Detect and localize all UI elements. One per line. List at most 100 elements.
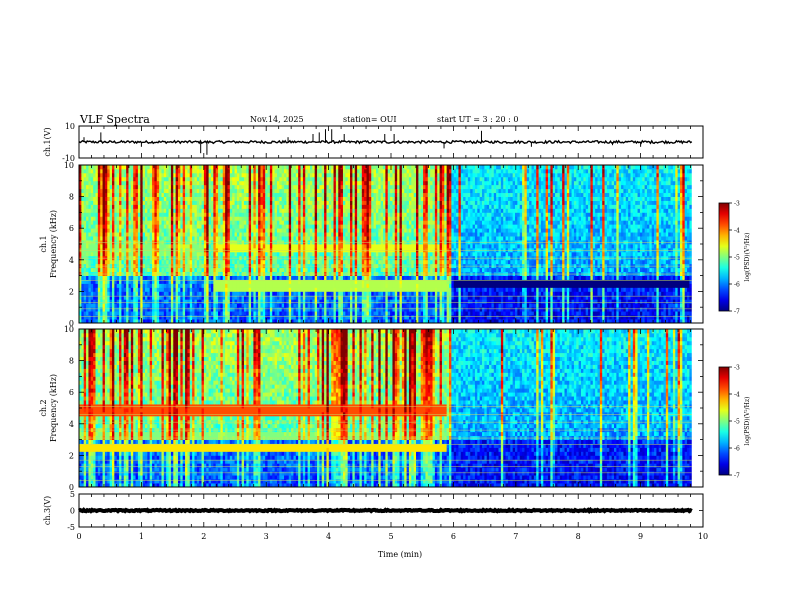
spectrogram-cell: [293, 216, 297, 221]
spectrogram-cell: [321, 228, 325, 233]
spectrogram-cell: [220, 204, 224, 209]
spectrogram-cell: [302, 204, 306, 209]
spectrogram-cell: [309, 184, 313, 190]
spectrogram-cell: [109, 208, 113, 213]
spectrogram-cell: [309, 275, 313, 280]
spectrogram-cell: [194, 180, 198, 186]
spectrogram-cell: [312, 176, 316, 182]
spectrogram-cell: [338, 220, 342, 225]
spectrogram-cell: [168, 299, 172, 304]
spectrogram-cell: [152, 303, 155, 308]
spectrogram-cell: [262, 279, 266, 284]
spectrogram-cell: [357, 244, 360, 249]
spectrogram-cell: [218, 220, 221, 225]
spectrogram-cell: [232, 216, 235, 221]
spectrogram-cell: [215, 200, 219, 205]
spectrogram-cell: [248, 208, 252, 213]
spectrogram-cell: [201, 319, 205, 323]
spectrogram-cell: [123, 311, 127, 316]
spectrogram-cell: [284, 275, 287, 280]
spectrogram-cell: [128, 232, 132, 237]
spectrogram-cell: [97, 192, 101, 197]
spectrogram-cell: [225, 279, 228, 284]
spectrogram-cell: [326, 200, 330, 205]
spectrogram-cell: [319, 216, 323, 221]
spectrogram-cell: [81, 275, 85, 280]
spectrogram-cell: [340, 315, 344, 320]
spectrogram-cell: [194, 220, 198, 225]
spectrogram-cell: [168, 176, 172, 182]
spectrogram-cell: [338, 196, 342, 201]
spectrogram-cell: [314, 228, 318, 233]
spectrogram-cell: [159, 295, 162, 300]
spectrogram-cell: [368, 307, 372, 312]
spectrogram-cell: [109, 176, 113, 182]
spectrogram-cell: [215, 168, 219, 174]
spectrogram-cell: [185, 220, 188, 225]
spectrogram-cell: [352, 172, 356, 178]
spectrogram-cell: [234, 224, 238, 229]
spectrogram-cell: [307, 299, 311, 304]
spectrogram-cell: [286, 236, 290, 241]
spectrogram-cell: [128, 168, 132, 174]
spectrogram-cell: [170, 291, 174, 296]
spectrogram-cell: [170, 303, 174, 308]
spectrogram-cell: [213, 212, 217, 217]
spectrogram-cell: [364, 244, 367, 249]
spectrogram-cell: [364, 224, 367, 229]
spectrogram-cell: [81, 220, 85, 225]
spectrogram-cell: [279, 212, 283, 217]
spectrogram-cell: [128, 315, 132, 320]
spectrogram-cell: [152, 208, 155, 213]
spectrogram-cell: [239, 200, 243, 205]
spectrogram-cell: [102, 236, 106, 241]
spectrogram-cell: [192, 165, 195, 170]
spectrogram-cell: [293, 251, 297, 257]
spectrogram-cell: [175, 212, 179, 217]
spectrogram-cell: [333, 172, 337, 178]
spectrogram-cell: [114, 165, 118, 170]
spectrogram-cell: [241, 204, 245, 209]
spectrogram-cell: [340, 165, 344, 170]
spectrogram-cell: [251, 216, 254, 221]
spectrogram-cell: [314, 299, 318, 304]
spectrogram-cell: [107, 184, 111, 190]
spectrogram-cell: [314, 232, 318, 237]
spectrogram-cell: [86, 208, 89, 213]
spectrogram-cell: [319, 236, 323, 241]
spectrogram-cell: [93, 196, 96, 201]
spectrogram-cell: [317, 287, 320, 292]
spectrogram-cell: [241, 176, 245, 182]
spectrogram-cell: [258, 279, 261, 284]
spectrogram-cell: [81, 307, 85, 312]
spectrogram-cell: [342, 196, 346, 201]
spectrogram-cell: [86, 200, 89, 205]
spectrogram-cell: [128, 236, 132, 241]
spectrogram-cell: [321, 180, 325, 186]
spectrogram-cell: [309, 259, 313, 265]
spectrogram-cell: [185, 165, 188, 170]
spectrogram-cell: [192, 307, 195, 312]
spectrogram-cell: [234, 216, 238, 221]
spectrogram-cell: [187, 176, 191, 182]
spectrogram-cell: [100, 299, 103, 304]
spectrogram-cell: [366, 319, 370, 323]
spectrogram-cell: [128, 224, 132, 229]
spectrogram-cell: [279, 168, 283, 174]
spectrogram-cell: [241, 172, 245, 178]
spectrogram-cell: [291, 319, 294, 323]
spectrogram-cell: [210, 236, 214, 241]
spectrogram-cell: [328, 232, 332, 237]
spectrogram-cell: [135, 287, 139, 292]
spectrogram-cell: [262, 216, 266, 221]
spectrogram-cell: [100, 216, 103, 221]
spectrogram-cell: [340, 224, 344, 229]
spectrogram-cell: [286, 299, 290, 304]
date-label: Nov.14, 2025: [250, 115, 304, 124]
spectrogram-cell: [109, 224, 113, 229]
spectrogram-cell: [227, 315, 231, 320]
spectrogram-cell: [170, 224, 174, 229]
spectrogram-cell: [368, 228, 372, 233]
spectrogram-cell: [222, 208, 226, 213]
spectrogram-cell: [331, 307, 334, 312]
